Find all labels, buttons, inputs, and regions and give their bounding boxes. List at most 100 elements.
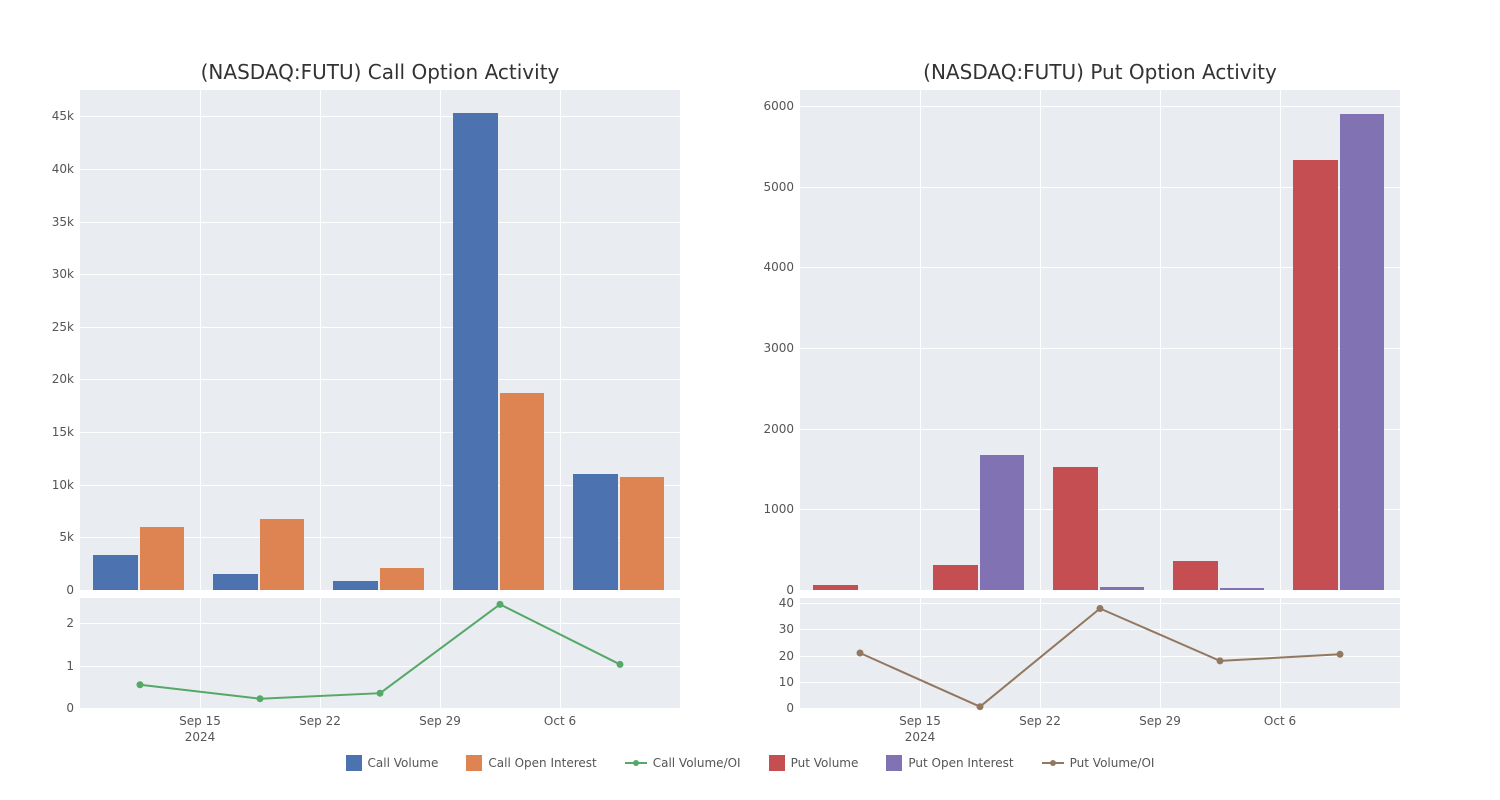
series-marker: [617, 661, 624, 668]
grid-line: [80, 590, 680, 591]
legend-item: Put Volume: [769, 755, 859, 771]
chart-title: (NASDAQ:FUTU) Put Option Activity: [800, 60, 1400, 84]
grid-line: [800, 708, 1400, 709]
grid-line: [1280, 90, 1281, 590]
bar: [1173, 561, 1217, 590]
bar: [1053, 467, 1097, 590]
y-tick-label: 0: [66, 701, 80, 715]
plot-bg: [800, 598, 1400, 708]
call-line-panel: 012Sep 15Sep 22Sep 29Oct 62024: [80, 598, 680, 708]
legend-label: Call Volume/OI: [653, 756, 741, 770]
x-tick-label: Sep 22: [1019, 708, 1061, 728]
legend-item: Call Volume: [346, 755, 439, 771]
legend-label: Put Open Interest: [908, 756, 1013, 770]
x-year-label: 2024: [905, 708, 936, 744]
y-tick-label: 20k: [52, 372, 80, 386]
bar: [980, 455, 1024, 590]
y-tick-label: 0: [786, 583, 800, 597]
bar: [453, 113, 497, 590]
series-marker: [1217, 657, 1224, 664]
y-tick-label: 15k: [52, 425, 80, 439]
figure: (NASDAQ:FUTU) Call Option Activity05k10k…: [0, 0, 1500, 800]
grid-line: [1160, 90, 1161, 590]
bar: [813, 585, 857, 590]
y-tick-label: 0: [786, 701, 800, 715]
legend-item: Call Open Interest: [466, 755, 596, 771]
y-tick-label: 4000: [763, 260, 800, 274]
call-bar-panel: (NASDAQ:FUTU) Call Option Activity05k10k…: [80, 90, 680, 590]
series-marker: [497, 601, 504, 608]
grid-line: [80, 432, 680, 433]
y-tick-label: 10: [779, 675, 800, 689]
legend-item: Call Volume/OI: [625, 755, 741, 771]
y-tick-label: 5k: [59, 530, 80, 544]
y-tick-label: 25k: [52, 320, 80, 334]
legend-label: Put Volume: [791, 756, 859, 770]
bar: [1100, 587, 1144, 590]
legend-line-dot: [633, 760, 639, 766]
legend-line-icon: [625, 762, 647, 764]
series-marker: [857, 650, 864, 657]
legend-label: Call Volume: [368, 756, 439, 770]
series-marker: [137, 681, 144, 688]
y-tick-label: 40: [779, 596, 800, 610]
grid-line: [320, 90, 321, 590]
y-tick-label: 2000: [763, 422, 800, 436]
series-marker: [257, 695, 264, 702]
legend-item: Put Volume/OI: [1042, 755, 1155, 771]
bar: [380, 568, 424, 590]
y-tick-label: 2: [66, 616, 80, 630]
put-bar-panel: (NASDAQ:FUTU) Put Option Activity0100020…: [800, 90, 1400, 590]
bar: [933, 565, 977, 590]
y-tick-label: 5000: [763, 180, 800, 194]
bar: [260, 519, 304, 590]
series-line: [140, 604, 620, 698]
bar: [573, 474, 617, 590]
y-tick-label: 3000: [763, 341, 800, 355]
line-plot: [800, 598, 1400, 708]
y-tick-label: 45k: [52, 109, 80, 123]
legend: Call Volume Call Open Interest Call Volume…: [0, 755, 1500, 771]
chart-title: (NASDAQ:FUTU) Call Option Activity: [80, 60, 680, 84]
put-line-panel: 010203040Sep 15Sep 22Sep 29Oct 62024: [800, 598, 1400, 708]
grid-line: [80, 116, 680, 117]
bar: [213, 574, 257, 590]
bar: [140, 527, 184, 590]
legend-swatch: [886, 755, 902, 771]
x-tick-label: Oct 6: [544, 708, 576, 728]
plot-bg: [80, 598, 680, 708]
legend-label: Put Volume/OI: [1070, 756, 1155, 770]
y-tick-label: 40k: [52, 162, 80, 176]
grid-line: [1040, 90, 1041, 590]
bar: [93, 555, 137, 590]
legend-line-icon: [1042, 762, 1064, 764]
grid-line: [80, 327, 680, 328]
x-tick-label: Sep 22: [299, 708, 341, 728]
legend-line-dot: [1050, 760, 1056, 766]
grid-line: [80, 379, 680, 380]
y-tick-label: 0: [66, 583, 80, 597]
plot-bg: [800, 90, 1400, 590]
series-marker: [977, 703, 984, 710]
series-marker: [1337, 651, 1344, 658]
plot-bg: [80, 90, 680, 590]
legend-label: Call Open Interest: [488, 756, 596, 770]
grid-line: [80, 708, 680, 709]
bar: [620, 477, 664, 590]
grid-line: [80, 169, 680, 170]
bar: [333, 581, 377, 590]
legend-swatch: [346, 755, 362, 771]
bar: [1340, 114, 1384, 590]
series-marker: [377, 690, 384, 697]
series-marker: [1097, 605, 1104, 612]
legend-item: Put Open Interest: [886, 755, 1013, 771]
grid-line: [80, 222, 680, 223]
y-tick-label: 20: [779, 649, 800, 663]
legend-swatch: [769, 755, 785, 771]
x-year-label: 2024: [185, 708, 216, 744]
y-tick-label: 1000: [763, 502, 800, 516]
legend-swatch: [466, 755, 482, 771]
grid-line: [920, 90, 921, 590]
y-tick-label: 1: [66, 659, 80, 673]
y-tick-label: 35k: [52, 215, 80, 229]
